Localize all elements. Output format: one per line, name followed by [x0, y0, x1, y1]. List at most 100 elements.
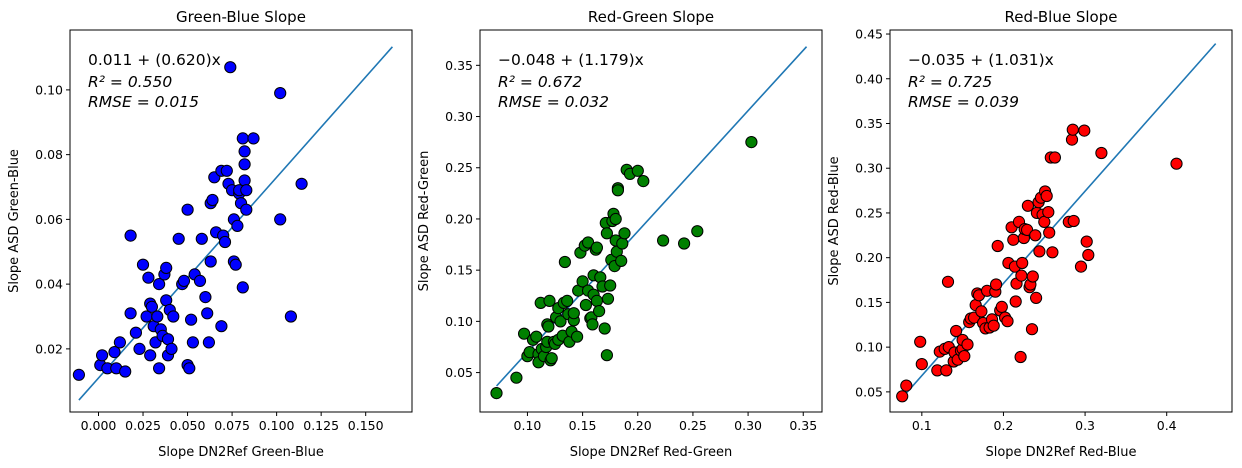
data-point — [637, 175, 650, 188]
y-tick-label: 0.25 — [445, 160, 473, 175]
data-point — [133, 342, 146, 355]
data-point — [181, 203, 194, 216]
data-point — [153, 278, 166, 291]
data-point — [590, 294, 604, 307]
data-point — [240, 184, 253, 197]
data-point — [995, 300, 1008, 313]
data-point — [274, 213, 287, 226]
x-axis-title: Slope DN2Ref Red-Green — [570, 445, 733, 460]
y-tick-label: 0.15 — [445, 263, 473, 278]
data-point — [1015, 269, 1028, 282]
data-point — [195, 232, 208, 245]
x-tick-label: 0.30 — [734, 418, 762, 433]
data-point — [1082, 248, 1095, 262]
data-point — [1074, 260, 1088, 273]
data-point — [186, 336, 199, 349]
data-point — [545, 352, 558, 365]
panel-3: Red-Blue Slope 0.1 0.2 0.3 0.4 0.05 0.10 0.15 0.… — [827, 8, 1233, 460]
data-point — [1001, 315, 1014, 328]
data-point — [177, 274, 191, 287]
y-tick-label: 0.10 — [35, 82, 63, 97]
x-tick-label: 0.3 — [1075, 418, 1095, 433]
data-point — [1007, 233, 1020, 246]
data-point — [165, 342, 178, 355]
axes-frame — [69, 29, 413, 413]
x-tick-label: 0.100 — [259, 418, 295, 433]
data-point — [991, 239, 1004, 253]
panel-2: Red-Green Slope 0.10 0.15 0.20 0.25 0.30 0.35 0… — [417, 8, 823, 460]
data-point — [678, 237, 691, 250]
data-point — [201, 307, 214, 320]
data-point — [151, 310, 164, 323]
data-point — [160, 261, 173, 274]
data-point — [1078, 124, 1091, 137]
data-point — [295, 177, 308, 190]
data-point — [558, 255, 572, 269]
y-tick-label: 0.08 — [35, 147, 63, 162]
y-tick-label: 0.40 — [855, 71, 883, 86]
data-point — [961, 338, 974, 351]
data-point — [1048, 151, 1062, 164]
y-tick-label: 0.25 — [855, 205, 883, 220]
y-tick-label: 0.45 — [855, 27, 883, 42]
data-point — [896, 390, 909, 403]
data-point — [1016, 256, 1029, 270]
data-point — [990, 278, 1003, 291]
data-point — [172, 232, 185, 245]
data-point — [609, 212, 622, 226]
y-tick-label: 0.15 — [855, 295, 883, 310]
x-tick-label: 0.1 — [912, 418, 932, 433]
data-point — [284, 310, 297, 323]
panel-title: Red-Green Slope — [588, 8, 714, 26]
data-point — [183, 362, 196, 375]
data-point — [1170, 157, 1183, 170]
data-point — [144, 349, 157, 362]
x-tick-label: 0.20 — [624, 418, 652, 433]
fit-equation: −0.035 + (1.031)x — [908, 51, 1054, 69]
x-tick-label: 0.025 — [125, 418, 161, 433]
data-point — [113, 336, 127, 349]
y-tick-label: 0.05 — [445, 365, 473, 380]
data-point — [1014, 350, 1027, 364]
data-point — [274, 87, 287, 100]
data-point — [590, 241, 604, 254]
x-tick-label: 0.000 — [81, 418, 117, 433]
y-tick-label: 0.35 — [855, 116, 883, 131]
y-tick-label: 0.20 — [445, 211, 473, 226]
panel-title: Red-Blue Slope — [1005, 8, 1118, 26]
data-point — [1021, 199, 1035, 212]
x-tick-label: 0.10 — [514, 418, 542, 433]
data-point — [975, 305, 988, 318]
data-point — [167, 310, 180, 323]
data-point — [600, 227, 614, 240]
x-axis-title: Slope DN2Ref Green-Blue — [158, 445, 324, 460]
data-point — [598, 322, 611, 335]
panel-title: Green-Blue Slope — [176, 8, 306, 26]
y-tick-label: 0.30 — [855, 161, 883, 176]
x-tick-label: 0.15 — [569, 418, 597, 433]
data-point — [202, 336, 215, 349]
data-point — [900, 379, 913, 392]
y-axis-title: Slope ASD Green-Blue — [7, 149, 22, 293]
data-point — [247, 132, 260, 145]
rmse: RMSE = 0.015 — [88, 93, 199, 111]
r-squared: R² = 0.672 — [498, 73, 582, 91]
y-tick-label: 0.35 — [445, 58, 473, 73]
data-point — [96, 349, 109, 362]
x-axis-title: Slope DN2Ref Red-Blue — [985, 445, 1136, 460]
data-point — [571, 330, 584, 343]
data-point — [229, 258, 242, 271]
data-point — [224, 61, 237, 74]
data-point — [543, 294, 556, 307]
data-point — [220, 164, 233, 177]
y-tick-label: 0.02 — [35, 341, 63, 356]
data-point — [215, 320, 228, 333]
data-point — [490, 387, 503, 400]
data-point — [1026, 270, 1039, 283]
data-point — [236, 281, 249, 294]
data-point — [518, 327, 531, 340]
data-point — [206, 193, 219, 207]
data-point — [510, 371, 523, 384]
data-point — [142, 271, 155, 284]
data-point — [593, 305, 606, 318]
